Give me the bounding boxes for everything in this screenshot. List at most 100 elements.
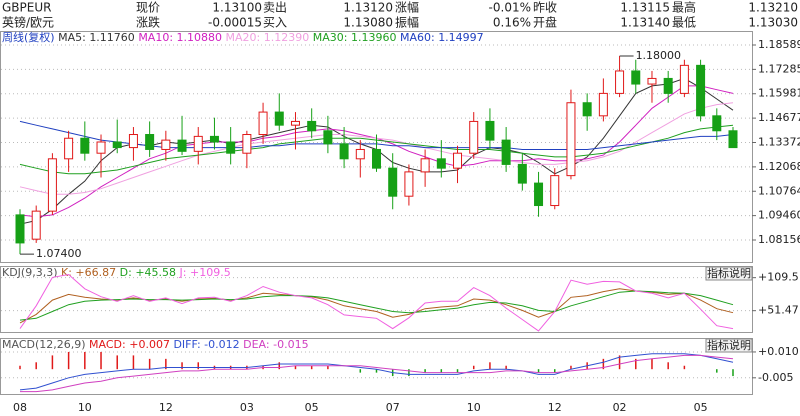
- candle-body: [485, 120, 495, 141]
- y-tick-label: 1.17285: [758, 62, 800, 75]
- candle-body: [242, 134, 252, 154]
- header-value: 1.13115: [620, 1, 670, 15]
- legend-name: MA60: [400, 31, 431, 44]
- y-tick-label: 1.18589: [758, 38, 800, 51]
- candle-body: [404, 171, 414, 197]
- candle-body: [696, 64, 706, 117]
- legend-name: MA10: [138, 31, 169, 44]
- y-tick-label: 1.14677: [758, 111, 800, 124]
- panel-frame: [0, 266, 753, 333]
- candle-body: [290, 120, 300, 126]
- legend-value: -0.012: [204, 338, 239, 351]
- candle-body: [274, 111, 284, 126]
- header-label: 现价: [136, 1, 160, 15]
- candle-body: [598, 92, 608, 117]
- legend-name: MA5: [58, 31, 82, 44]
- candle-body: [64, 137, 74, 160]
- header-label: 涨跌: [136, 15, 160, 30]
- x-tick-label: 05: [694, 401, 708, 414]
- header-label: 英镑/欧元: [2, 15, 54, 30]
- candle-body: [647, 77, 657, 85]
- x-tick-label: 05: [305, 401, 319, 414]
- annotation-label: 1.18000: [636, 49, 682, 62]
- header-value: 0.16%: [493, 16, 531, 30]
- x-tick-label: 10: [467, 401, 481, 414]
- header-value: 1.13140: [620, 16, 670, 30]
- candle-body: [47, 158, 57, 212]
- candle-body: [469, 120, 479, 154]
- header-label: 买入: [263, 16, 287, 30]
- candle-body: [96, 141, 106, 154]
- candle-body: [436, 158, 446, 169]
- header-label: GBPEUR: [2, 1, 51, 15]
- panel-legend: MACD(12,26,9) MACD: +0.007 DIFF: -0.012 …: [2, 338, 309, 351]
- indicator-line: [20, 354, 734, 393]
- candle-body: [728, 130, 738, 149]
- candle-body: [193, 135, 203, 152]
- x-tick-label: 08: [13, 401, 27, 414]
- y-tick-label: 1.08156: [758, 233, 800, 246]
- candle-body: [226, 141, 236, 154]
- legend-name: D: [120, 266, 128, 279]
- legend-name: DIFF: [173, 338, 197, 351]
- header-label: 卖出: [263, 1, 287, 15]
- legend-value: 1.14997: [438, 31, 484, 44]
- legend-value: +66.87: [75, 266, 116, 279]
- indicator-help-button[interactable]: 指标说明: [707, 266, 751, 280]
- legend-name: MA30: [313, 31, 344, 44]
- candle-body: [145, 134, 155, 150]
- header-label: 最高: [672, 0, 696, 15]
- candle-body: [31, 210, 41, 240]
- x-tick-label: 12: [548, 401, 562, 414]
- candle-body: [534, 182, 544, 207]
- legend-value: 1.12390: [264, 31, 310, 44]
- legend-value: 1.11760: [89, 31, 135, 44]
- indicator-help-button[interactable]: 指标说明: [707, 338, 751, 352]
- y-tick-label: +109.5: [758, 271, 799, 284]
- legend-name: K: [61, 266, 69, 279]
- panel-legend: KDJ(9,3,3) K: +66.87 D: +45.58 J: +109.5: [2, 266, 231, 279]
- candle-body: [323, 130, 333, 145]
- legend: 周线(复权) MA5: 1.11760 MA10: 1.10880 MA20: …: [2, 30, 484, 44]
- candle-body: [663, 77, 673, 94]
- header-value: -0.00015: [208, 16, 262, 30]
- candle-body: [355, 148, 365, 160]
- legend-value: 1.13960: [351, 31, 397, 44]
- legend-name: MA20: [226, 31, 257, 44]
- candle-body: [615, 70, 625, 94]
- candle-body: [517, 163, 527, 184]
- panel-frame: [0, 338, 753, 395]
- candle-body: [566, 102, 576, 177]
- y-tick-label: 1.15981: [758, 87, 800, 100]
- candle-body: [501, 139, 511, 165]
- indicator-line: [19, 273, 734, 332]
- legend-name: J: [179, 266, 183, 279]
- legend-value: -0.015: [273, 338, 308, 351]
- legend-name: DEA: [243, 338, 266, 351]
- x-tick-label: 10: [78, 401, 92, 414]
- x-tick-label: 07: [386, 401, 400, 414]
- candle-body: [209, 135, 219, 143]
- button-frame: [705, 266, 753, 281]
- candle-body: [80, 137, 90, 154]
- candle-body: [258, 111, 268, 136]
- header-label: 昨收: [533, 1, 557, 15]
- candle-body: [679, 64, 689, 94]
- legend-value: 1.10880: [177, 31, 223, 44]
- annotation-label: 1.07400: [36, 247, 82, 260]
- candle-body: [372, 148, 381, 169]
- x-tick-label: 03: [240, 401, 254, 414]
- button-frame: [705, 338, 753, 353]
- y-tick-label: 1.12068: [758, 160, 800, 173]
- header-label: 开盘: [533, 15, 557, 30]
- candle-body: [161, 139, 171, 150]
- candle-body: [177, 139, 187, 152]
- header-value: 1.13080: [343, 16, 393, 30]
- header-label: 振幅: [395, 15, 419, 30]
- candle-body: [550, 175, 560, 207]
- header-value: 1.13120: [343, 1, 393, 15]
- y-tick-label: +0.010: [758, 345, 799, 358]
- legend-value: +0.007: [129, 338, 170, 351]
- candle-body: [339, 143, 349, 160]
- x-tick-label: 02: [613, 401, 627, 414]
